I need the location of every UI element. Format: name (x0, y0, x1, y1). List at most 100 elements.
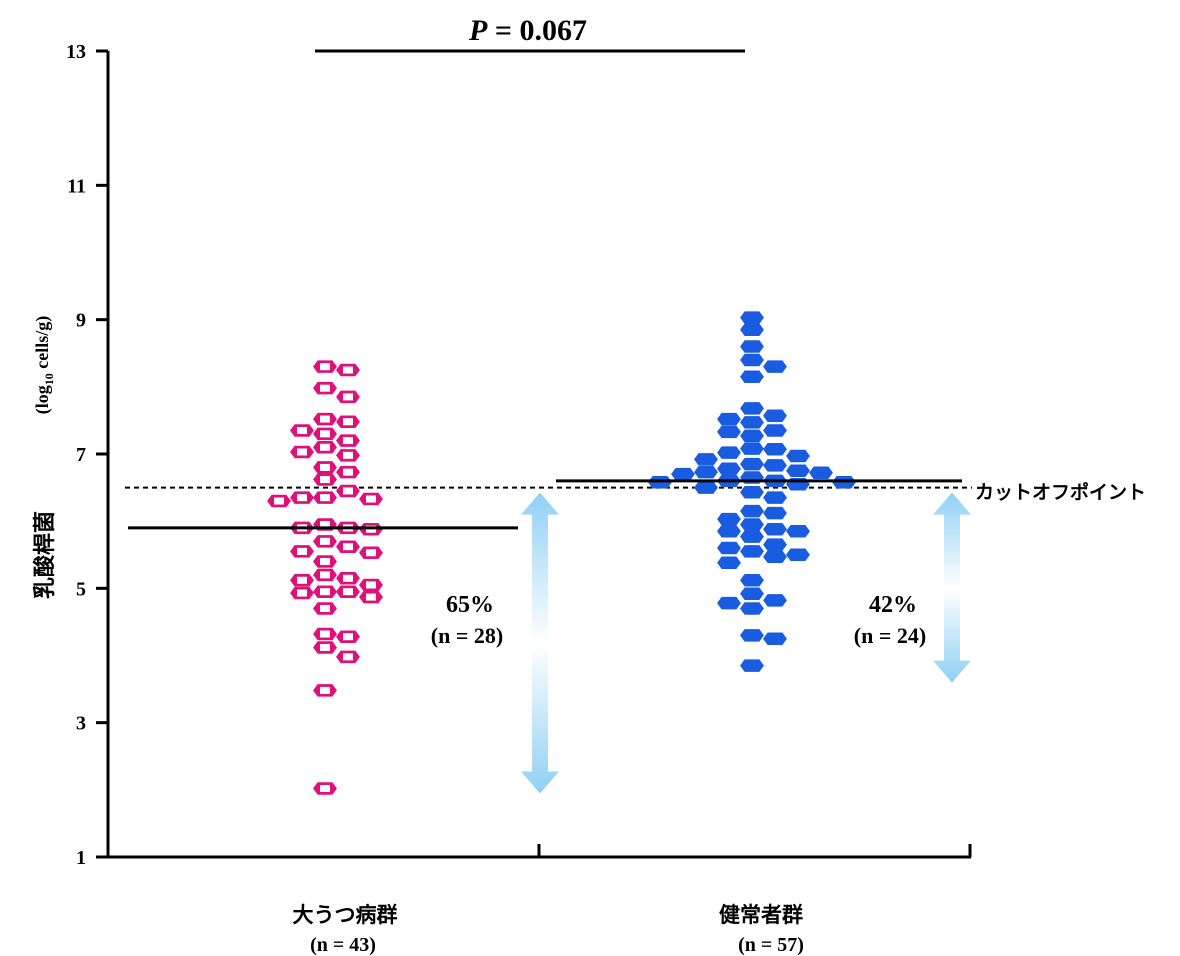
data-point-center (343, 574, 353, 582)
data-point-center (320, 363, 330, 371)
data-point-center (320, 604, 330, 612)
unit-prefix: log (32, 385, 52, 408)
unit-subscript: 10 (42, 373, 56, 385)
data-point-center (320, 557, 330, 565)
control-data-point (763, 459, 787, 472)
control-data-point (740, 530, 764, 543)
control-data-point (763, 409, 787, 422)
data-point-center (320, 430, 330, 438)
control-data-point (740, 442, 764, 455)
data-point-center (320, 630, 330, 638)
y-tick-label: 13 (66, 41, 86, 63)
data-point-center (366, 495, 376, 503)
control-data-point (717, 541, 741, 555)
y-tick-label: 7 (76, 444, 86, 466)
control-data-point (717, 512, 741, 526)
y-tick-label: 3 (76, 713, 86, 735)
control-data-point (763, 632, 787, 645)
data-point-center (343, 588, 353, 596)
control-data-point (740, 629, 764, 642)
control-data-point (786, 524, 810, 538)
y-tick-label: 1 (76, 847, 86, 869)
data-point-center (343, 487, 353, 495)
data-point-center (366, 549, 376, 557)
control-data-point (763, 360, 787, 373)
control-data-point (740, 504, 764, 518)
data-point-center (297, 547, 307, 555)
data-points (267, 311, 856, 795)
y-tick-label: 11 (67, 175, 86, 197)
control-data-point (786, 464, 810, 478)
control-data-point (717, 412, 741, 426)
cutoff-label: カットオフポイント (975, 481, 1146, 504)
control-data-point (763, 522, 787, 536)
p-value: = 0.067 (487, 14, 587, 47)
control-group-n: (n = 57) (738, 934, 804, 956)
mdd-group-n: (n = 43) (310, 934, 376, 956)
p-symbol: P (468, 14, 488, 47)
data-point-center (366, 581, 376, 589)
data-point-center (320, 463, 330, 471)
control-data-point (809, 466, 833, 480)
control-below-percent: 42% (869, 592, 917, 618)
control-data-point (763, 538, 787, 551)
control-data-point (786, 548, 810, 561)
data-point-center (343, 653, 353, 661)
mdd-group-label: 大うつ病群 (293, 903, 398, 927)
data-point-center (297, 494, 307, 502)
y-tick-label: 9 (76, 310, 86, 332)
data-point-center (320, 571, 330, 579)
control-data-point (740, 602, 764, 615)
y-tick-label: 5 (76, 578, 86, 600)
control-data-point (740, 574, 764, 587)
control-data-point (763, 594, 787, 607)
data-point-center (366, 593, 376, 601)
control-data-point (740, 587, 764, 600)
mdd-below-n: (n = 28) (431, 623, 503, 648)
data-point-center (297, 426, 307, 434)
data-point-center (320, 521, 330, 529)
data-point-center (320, 494, 330, 502)
control-data-point (717, 524, 741, 538)
control-below-cutoff-arrow (933, 492, 971, 683)
control-data-point (717, 462, 741, 476)
data-point-center (320, 643, 330, 651)
control-data-point (740, 353, 764, 367)
control-data-point (763, 491, 787, 504)
data-point-center (274, 497, 284, 505)
data-point-center (343, 418, 353, 426)
data-point-center (297, 589, 307, 597)
control-data-point (740, 518, 764, 531)
data-point-center (343, 437, 353, 445)
data-point-center (343, 633, 353, 641)
control-data-point (740, 545, 764, 558)
control-data-point (740, 416, 764, 429)
control-data-point (740, 323, 764, 336)
control-data-point (717, 596, 741, 610)
p-value-label: P = 0.067 (468, 14, 587, 47)
y-axis-unit-label: (log10 cells/g) (32, 316, 56, 415)
control-data-point (694, 453, 718, 466)
control-below-n: (n = 24) (854, 623, 926, 648)
mdd-below-cutoff-arrow (521, 492, 559, 794)
data-point-center (320, 686, 330, 694)
control-data-point (763, 443, 787, 456)
data-point-center (320, 588, 330, 596)
mdd-below-percent: 65% (446, 592, 494, 618)
control-data-point (740, 486, 764, 499)
control-data-point (740, 370, 764, 384)
data-point-center (343, 543, 353, 551)
data-point-center (320, 537, 330, 545)
data-point-center (320, 384, 330, 392)
control-data-point (717, 446, 741, 459)
control-data-point (740, 457, 764, 471)
control-data-point (694, 465, 718, 479)
data-point-center (320, 415, 330, 423)
control-data-point (717, 425, 741, 439)
control-data-point (740, 402, 764, 415)
control-data-point (717, 556, 741, 570)
unit-suffix: cells/g) (32, 316, 53, 373)
control-data-point (740, 429, 764, 443)
data-point-center (297, 448, 307, 456)
